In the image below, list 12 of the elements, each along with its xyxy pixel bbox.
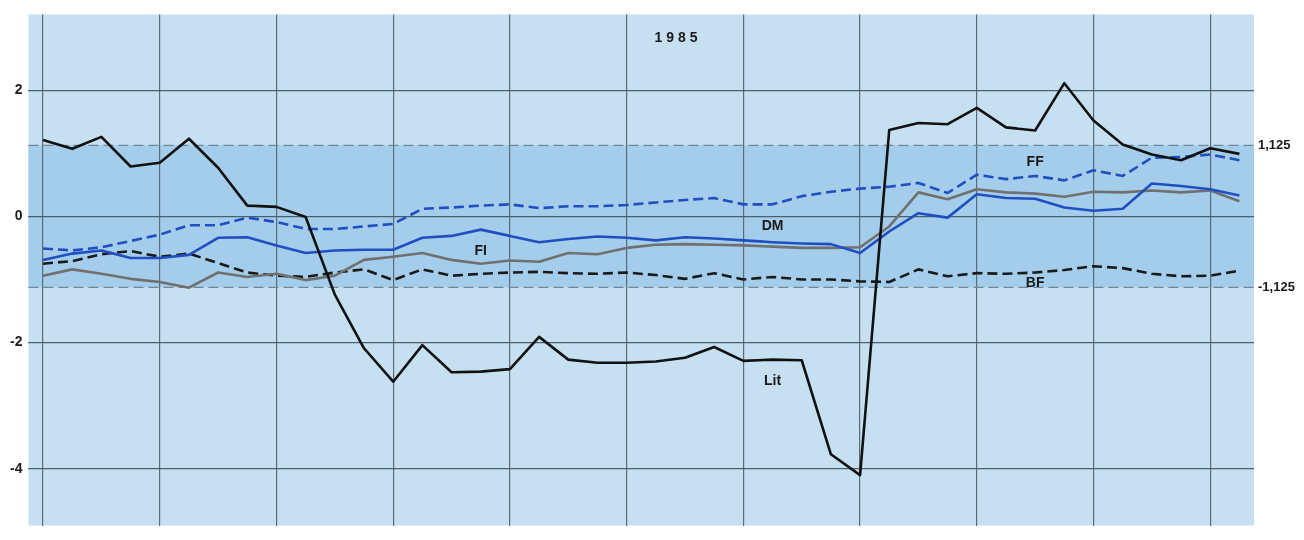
y-tick-label: -2 bbox=[10, 333, 23, 350]
series-label: BF bbox=[1025, 274, 1045, 291]
series-label: FF bbox=[1026, 152, 1045, 169]
text: 1985 bbox=[654, 29, 702, 46]
series-label: Lit bbox=[763, 372, 782, 389]
ref-line-label: 1,125 bbox=[1258, 136, 1291, 152]
ref-line-label: -1,125 bbox=[1258, 278, 1295, 294]
series-label: DM bbox=[761, 217, 784, 234]
y-tick-label: 0 bbox=[14, 207, 23, 224]
series-label: FI bbox=[474, 241, 487, 258]
y-tick-label: -4 bbox=[10, 459, 23, 476]
y-tick-label: 2 bbox=[14, 80, 23, 97]
